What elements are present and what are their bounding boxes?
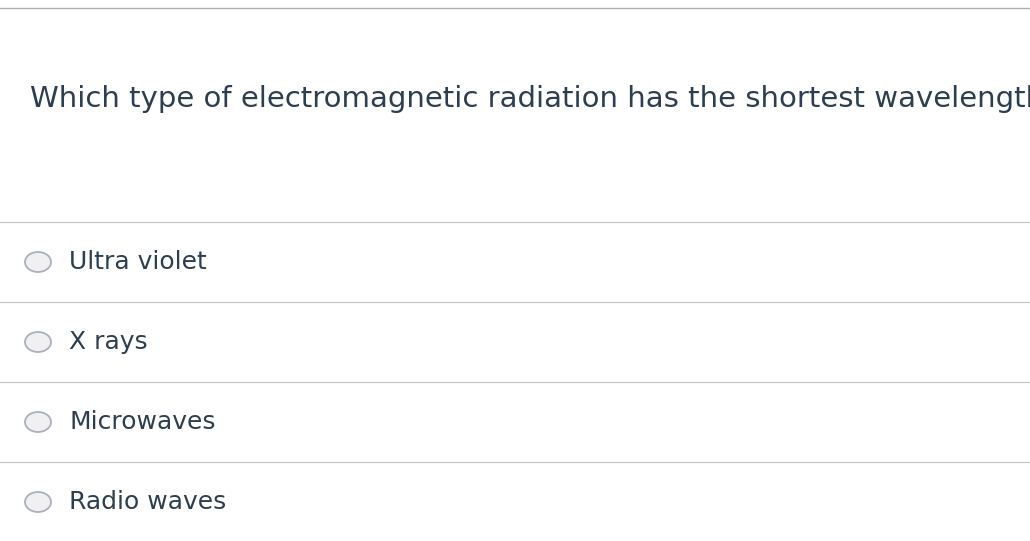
Ellipse shape: [25, 492, 52, 512]
Text: Microwaves: Microwaves: [69, 410, 215, 434]
Ellipse shape: [25, 252, 52, 272]
Text: Radio waves: Radio waves: [69, 490, 227, 514]
Text: Which type of electromagnetic radiation has the shortest wavelength?: Which type of electromagnetic radiation …: [30, 85, 1030, 113]
Ellipse shape: [25, 412, 52, 432]
Text: Ultra violet: Ultra violet: [69, 250, 207, 274]
Text: X rays: X rays: [69, 330, 147, 354]
Ellipse shape: [25, 332, 52, 352]
